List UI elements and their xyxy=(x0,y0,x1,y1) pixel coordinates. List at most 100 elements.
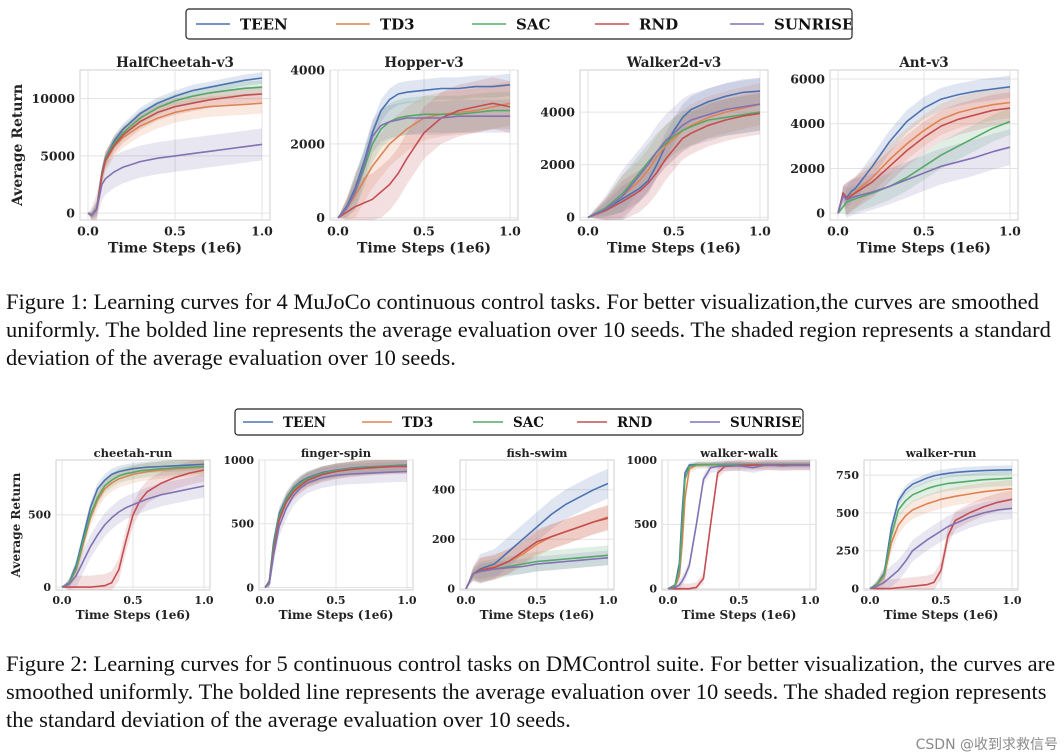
y-tick-label: 500 xyxy=(836,507,859,520)
std-band-sac xyxy=(466,545,608,589)
series-line-sunrise xyxy=(337,115,510,219)
legend-label-rnd: RND xyxy=(617,415,653,431)
std-band-rnd xyxy=(265,460,407,588)
x-tick-label: 1.0 xyxy=(194,594,213,607)
std-band-rnd xyxy=(62,460,204,590)
series-line-sunrise xyxy=(87,143,263,217)
series-line-sac xyxy=(587,111,761,219)
panel-finger-spin: finger-spin 0.0 0.5 1.0 0 500 1000 Time Steps (… xyxy=(223,446,417,622)
std-band-sunrise xyxy=(870,497,1012,590)
y-tick-label: 4000 xyxy=(540,104,575,119)
std-band-sunrise xyxy=(466,550,608,589)
panel-title: HalfCheetah-v3 xyxy=(116,55,234,71)
x-tick-label: 0.5 xyxy=(527,594,546,607)
panel-title: cheetah-run xyxy=(94,446,173,460)
figure-2-panels: cheetah-run 0.0 0.5 1.0 0 500 Time Steps (1e6)… xyxy=(9,446,1022,622)
x-tick-label: 1.0 xyxy=(800,594,819,607)
y-tick-label: 0 xyxy=(566,210,575,225)
series-line-rnd xyxy=(837,107,1011,214)
y-tick-label: 5000 xyxy=(40,148,75,163)
panel-cheetah-run: cheetah-run 0.0 0.5 1.0 0 500 Time Steps (1e6)… xyxy=(9,446,214,622)
watermark: CSDN @收到求救信号 xyxy=(915,737,1058,753)
x-tick-label: 0.0 xyxy=(577,224,599,239)
series-line-rnd xyxy=(465,517,609,590)
y-tick-label: 0 xyxy=(649,583,657,596)
x-axis-label: Time Steps (1e6) xyxy=(480,608,595,622)
y-tick-label: 0 xyxy=(447,583,455,596)
y-tick-label: 250 xyxy=(836,545,859,558)
y-tick-label: 500 xyxy=(231,518,254,531)
x-axis-label: Time Steps (1e6) xyxy=(857,241,991,257)
y-tick-label: 4000 xyxy=(790,116,825,131)
panel-walker2d-v3: Walker2d-v3 0.0 0.5 1.0 0 2000 4000 Time Steps … xyxy=(540,55,771,257)
y-tick-label: 500 xyxy=(28,509,51,522)
series-line-rnd xyxy=(587,112,761,219)
series-line-teen xyxy=(61,463,205,588)
x-tick-label: 0.5 xyxy=(413,224,435,239)
series-line-teen xyxy=(869,469,1013,590)
panel-hopper-v3: Hopper-v3 0.0 0.5 1.0 0 2000 4000 Time Steps (1… xyxy=(290,55,521,257)
x-axis-label: Time Steps (1e6) xyxy=(884,608,999,622)
y-tick-label: 200 xyxy=(432,533,455,546)
legend-label-sunrise: SUNRISE xyxy=(730,415,801,431)
y-tick-label: 6000 xyxy=(790,71,825,86)
legend-label-td3: TD3 xyxy=(380,15,415,33)
series-line-sunrise xyxy=(264,470,408,589)
series-line-rnd xyxy=(337,102,511,219)
y-tick-label: 0 xyxy=(816,206,825,221)
x-tick-label: 0.0 xyxy=(327,224,349,239)
std-band-rnd xyxy=(838,92,1010,215)
std-band-td3 xyxy=(265,460,407,588)
series-line-teen xyxy=(837,86,1011,214)
figure-1-panels: HalfCheetah-v3 0.0 0.5 1.0 0 5000 10000 Time St… xyxy=(10,55,1021,257)
std-band-sac xyxy=(88,80,262,219)
series-line-sunrise xyxy=(869,507,1013,590)
legend-figure-2: TEEN TD3 SAC RND SUNRISE xyxy=(234,408,804,436)
x-tick-label: 0.0 xyxy=(456,594,475,607)
series-line-sunrise xyxy=(587,103,761,219)
panel-ant-v3: Ant-v3 0.0 0.5 1.0 0 2000 4000 6000 Time Steps (… xyxy=(790,55,1021,257)
y-tick-label: 0 xyxy=(66,206,75,221)
y-tick-label: 400 xyxy=(432,484,455,497)
x-tick-label: 1.0 xyxy=(251,224,273,239)
series-line-teen xyxy=(465,482,609,590)
series-line-sac xyxy=(869,477,1013,590)
panel-walker-run: walker-run 0.0 0.5 1.0 0 250 500 750 Time Steps … xyxy=(836,446,1022,622)
series-line-sac xyxy=(264,464,408,589)
y-tick-label: 0 xyxy=(246,581,254,594)
x-tick-label: 1.0 xyxy=(1002,594,1021,607)
x-tick-label: 0.0 xyxy=(658,594,677,607)
std-band-sac xyxy=(62,460,204,588)
legend-label-sunrise: SUNRISE xyxy=(774,15,853,33)
x-tick-label: 0.0 xyxy=(860,594,879,607)
y-tick-label: 4000 xyxy=(290,62,325,77)
legend-box xyxy=(234,408,804,436)
panel-title: finger-spin xyxy=(301,446,372,460)
std-band-td3 xyxy=(870,479,1012,590)
x-tick-label: 0.5 xyxy=(663,224,685,239)
panel-title: Ant-v3 xyxy=(898,55,948,71)
x-axis-label: Time Steps (1e6) xyxy=(76,608,191,622)
panel-fish-swim: fish-swim 0.0 0.5 1.0 0 200 400 Time Steps (1e6… xyxy=(432,446,618,622)
legend-box xyxy=(185,8,853,40)
x-tick-label: 0.5 xyxy=(123,594,142,607)
series-line-td3 xyxy=(337,102,511,219)
y-tick-label: 1000 xyxy=(626,454,657,467)
series-line-rnd xyxy=(264,465,408,589)
x-tick-label: 0.0 xyxy=(255,594,274,607)
series-line-sunrise xyxy=(837,146,1011,214)
series-line-rnd xyxy=(62,469,205,588)
y-tick-label: 750 xyxy=(836,469,859,482)
std-band-sunrise xyxy=(265,461,407,589)
y-tick-label: 2000 xyxy=(790,161,825,176)
std-band-td3 xyxy=(838,86,1010,215)
legend-label-rnd: RND xyxy=(639,15,678,33)
std-band-sunrise xyxy=(62,474,204,590)
y-tick-label: 0 xyxy=(43,581,51,594)
series-line-td3 xyxy=(869,487,1013,590)
x-axis-label: Time Steps (1e6) xyxy=(607,241,741,257)
panel-title: walker-run xyxy=(905,446,977,460)
panel-title: walker-walk xyxy=(699,446,779,460)
legend-label-sac: SAC xyxy=(513,415,544,431)
y-tick-label: 0 xyxy=(316,210,325,225)
